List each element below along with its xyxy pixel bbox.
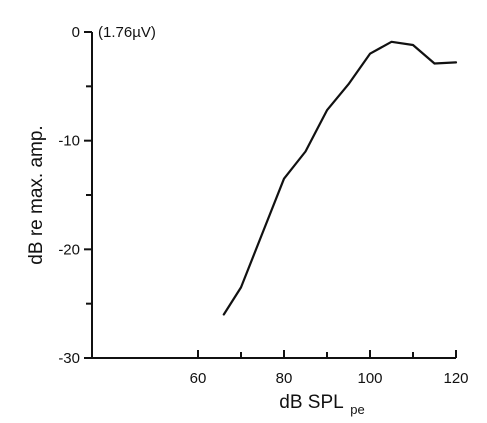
y-axis-label: dB re max. amp. bbox=[26, 125, 47, 264]
x-axis-label: dB SPL pe bbox=[279, 392, 364, 417]
x-tick-label: 100 bbox=[357, 370, 382, 387]
x-axis-label-subscript: pe bbox=[350, 402, 364, 417]
x-tick-label: 120 bbox=[443, 370, 468, 387]
y-axis: 0 -10 -20 -30 bbox=[58, 24, 93, 367]
y-tick-label: -10 bbox=[58, 133, 80, 150]
series-line bbox=[222, 40, 458, 316]
x-tick-label: 60 bbox=[190, 370, 207, 387]
x-axis: 60 80 100 120 bbox=[92, 350, 469, 387]
x-ticks: 60 80 100 120 bbox=[92, 350, 469, 387]
x-axis-label-main: dB SPL bbox=[279, 392, 343, 413]
y-ticks: 0 -10 -20 -30 bbox=[58, 24, 92, 367]
y-tick-label: 0 bbox=[72, 24, 80, 41]
x-tick-label: 80 bbox=[276, 370, 293, 387]
y-tick-label: -20 bbox=[58, 241, 80, 258]
max-amplitude-annotation: (1.76µV) bbox=[98, 24, 156, 41]
y-tick-label: -30 bbox=[58, 350, 80, 367]
